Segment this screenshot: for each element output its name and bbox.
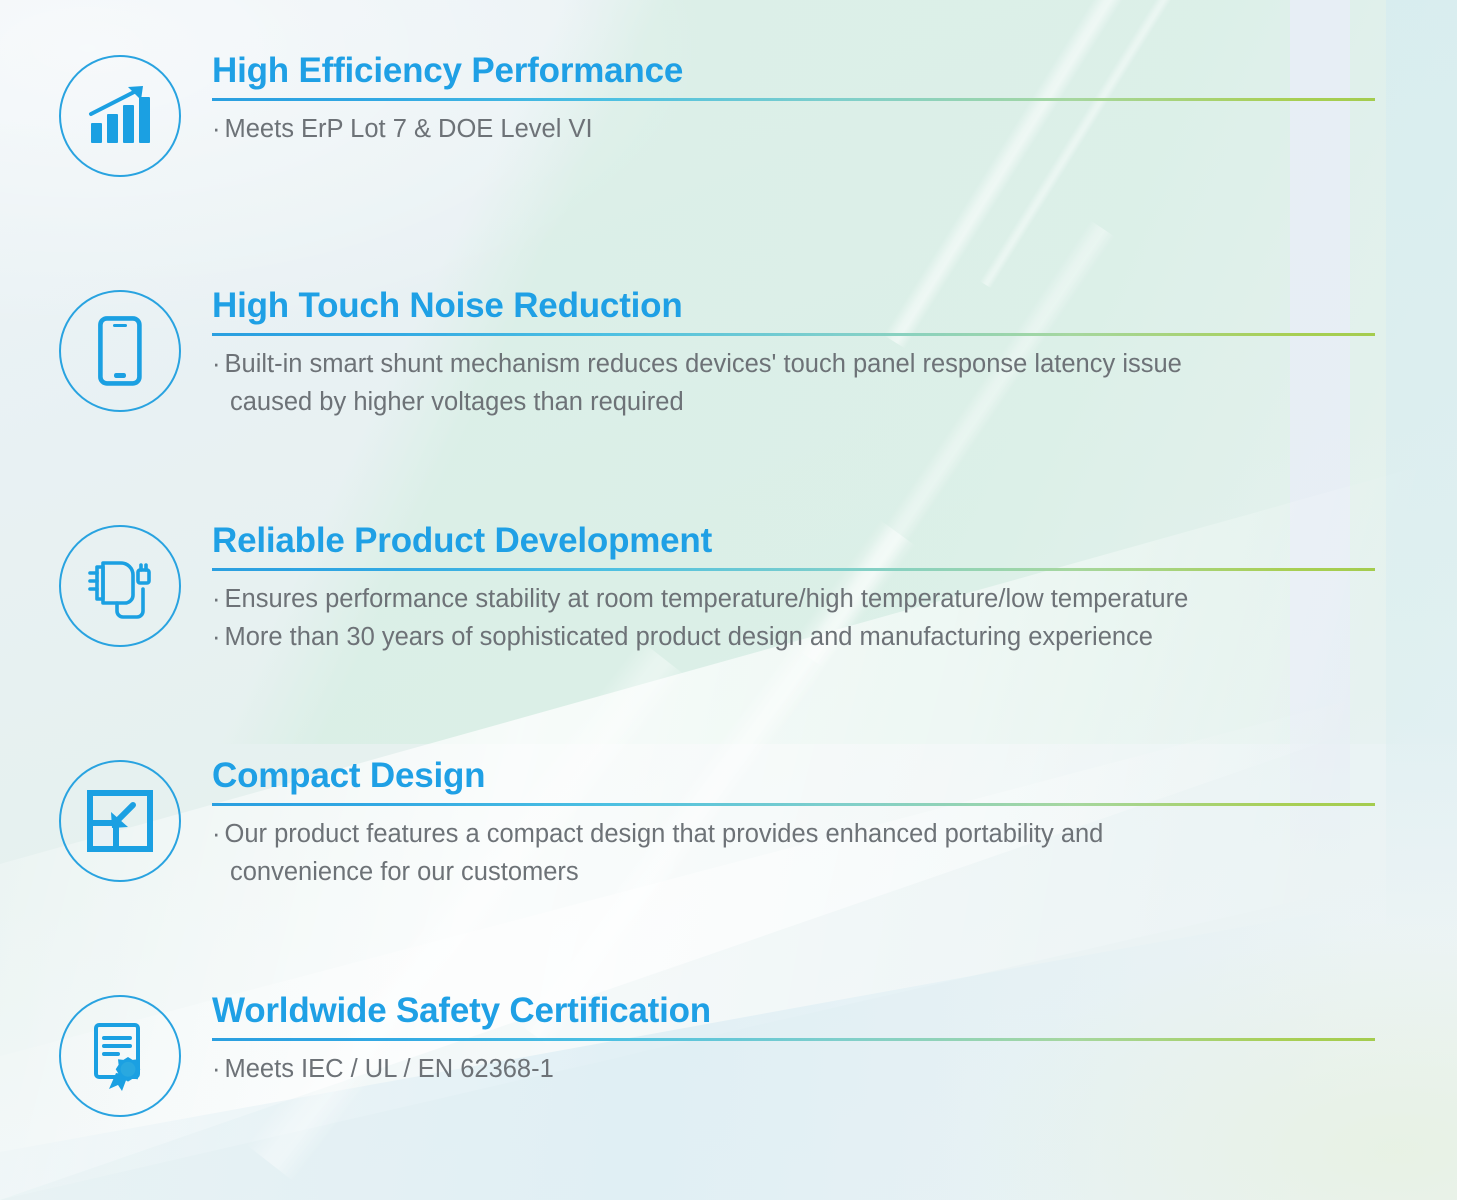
bullet-text: Our product features a compact design th… bbox=[224, 820, 1104, 849]
feature-bullet: · Our product features a compact design t… bbox=[212, 816, 1380, 854]
feature-icon-wrapper bbox=[56, 992, 184, 1120]
power-adapter-icon bbox=[59, 525, 181, 647]
feature-body: · Ensures performance stability at room t… bbox=[212, 581, 1380, 656]
feature-title: Reliable Product Development bbox=[212, 521, 713, 560]
feature-bullet: · Meets ErP Lot 7 & DOE Level VI bbox=[212, 111, 1380, 149]
bullet-text: More than 30 years of sophisticated prod… bbox=[224, 622, 1153, 651]
feature-title: Compact Design bbox=[212, 756, 486, 795]
feature-content: High Efficiency Performance · Meets ErP L… bbox=[212, 52, 1380, 149]
feature-bullet-continuation: caused by higher voltages than required bbox=[230, 387, 684, 416]
certificate-seal-icon bbox=[59, 995, 181, 1117]
bullet-text: Built-in smart shunt mechanism reduces d… bbox=[224, 350, 1182, 379]
feature-bullet: · Meets IEC / UL / EN 62368-1 bbox=[212, 1051, 1380, 1089]
feature-title: Worldwide Safety Certification bbox=[212, 991, 711, 1030]
feature-divider bbox=[212, 333, 1375, 337]
feature-content: Reliable Product Development · Ensures pe… bbox=[212, 522, 1380, 657]
feature-bullet: · More than 30 years of sophisticated pro… bbox=[212, 619, 1380, 657]
feature-divider bbox=[212, 568, 1375, 572]
feature-title: High Touch Noise Reduction bbox=[212, 286, 683, 325]
feature-bullet: · Built-in smart shunt mechanism reduces … bbox=[212, 346, 1380, 384]
feature-content: High Touch Noise Reduction · Built-in sma… bbox=[212, 287, 1380, 422]
bullet-text: Ensures performance stability at room te… bbox=[224, 585, 1189, 614]
feature-divider bbox=[212, 1038, 1375, 1042]
feature-divider bbox=[212, 98, 1375, 102]
feature-body: · Meets ErP Lot 7 & DOE Level VI bbox=[212, 111, 1380, 149]
bullet-marker: · bbox=[212, 1055, 221, 1084]
bar-chart-growth-icon bbox=[59, 55, 181, 177]
feature-bullet: · Ensures performance stability at room t… bbox=[212, 581, 1380, 619]
bullet-text: Meets IEC / UL / EN 62368-1 bbox=[224, 1055, 554, 1084]
feature-icon-wrapper bbox=[56, 52, 184, 180]
feature-bullet-continuation: convenience for our customers bbox=[230, 857, 579, 886]
feature-icon-wrapper bbox=[56, 287, 184, 415]
feature-icon-wrapper bbox=[56, 522, 184, 650]
feature-title: High Efficiency Performance bbox=[212, 51, 684, 90]
feature-body: · Built-in smart shunt mechanism reduces … bbox=[212, 346, 1380, 421]
bullet-marker: · bbox=[212, 350, 221, 379]
compact-resize-icon bbox=[59, 760, 181, 882]
bullet-text: Meets ErP Lot 7 & DOE Level VI bbox=[224, 115, 593, 144]
bullet-marker: · bbox=[212, 622, 221, 651]
feature-icon-wrapper bbox=[56, 757, 184, 885]
feature-content: Compact Design · Our product features a c… bbox=[212, 757, 1380, 892]
feature-body: · Meets IEC / UL / EN 62368-1 bbox=[212, 1051, 1380, 1089]
bullet-marker: · bbox=[212, 585, 221, 614]
bullet-marker: · bbox=[212, 115, 221, 144]
bullet-marker: · bbox=[212, 820, 221, 849]
feature-body: · Our product features a compact design t… bbox=[212, 816, 1380, 891]
feature-divider bbox=[212, 803, 1375, 807]
feature-content: Worldwide Safety Certification · Meets IE… bbox=[212, 992, 1380, 1089]
smartphone-icon bbox=[59, 290, 181, 412]
